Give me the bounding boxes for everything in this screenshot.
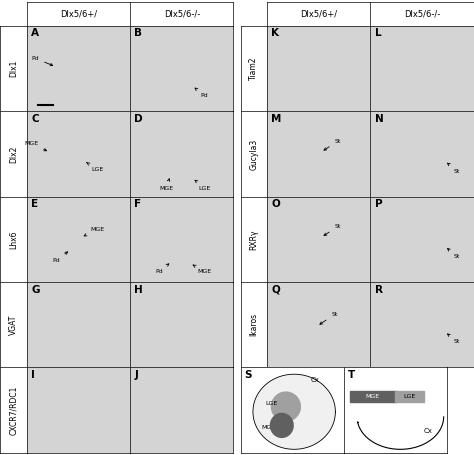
Text: Dlx2: Dlx2 (9, 145, 18, 162)
Text: LGE: LGE (265, 401, 278, 406)
Text: N: N (374, 114, 383, 124)
Polygon shape (395, 391, 424, 401)
Polygon shape (271, 414, 293, 437)
Text: Dlx1: Dlx1 (9, 60, 18, 77)
Text: VGAT: VGAT (9, 314, 18, 335)
Text: M: M (272, 114, 282, 124)
Polygon shape (253, 374, 336, 449)
Text: Dlx5/6+/: Dlx5/6+/ (301, 10, 337, 19)
Text: MGE: MGE (159, 179, 173, 191)
Text: Dlx5/6+/: Dlx5/6+/ (60, 10, 97, 19)
Text: I: I (31, 370, 35, 380)
Text: Pd: Pd (32, 56, 53, 66)
Text: St: St (447, 334, 460, 344)
Text: Pd: Pd (52, 252, 68, 263)
Text: MGE: MGE (193, 265, 212, 274)
Text: Pd: Pd (155, 264, 169, 274)
Text: Dlx5/6-/-: Dlx5/6-/- (404, 10, 440, 19)
Text: LGE: LGE (87, 162, 103, 172)
Text: MGE: MGE (84, 227, 104, 236)
Polygon shape (272, 392, 301, 421)
Text: E: E (31, 199, 38, 209)
Text: Pd: Pd (195, 88, 209, 98)
Text: RXRγ: RXRγ (249, 229, 258, 250)
Text: B: B (135, 29, 143, 39)
Text: S: S (245, 370, 252, 380)
Text: Tiam2: Tiam2 (249, 57, 258, 81)
Text: Gucyla3: Gucyla3 (249, 138, 258, 170)
Text: CXCR7/RDC1: CXCR7/RDC1 (9, 385, 18, 435)
Text: H: H (135, 284, 143, 294)
Text: A: A (31, 29, 39, 39)
Text: J: J (135, 370, 138, 380)
Text: LGE: LGE (403, 394, 416, 399)
Text: Ikaros: Ikaros (249, 313, 258, 336)
Text: P: P (374, 199, 382, 209)
Text: C: C (31, 114, 39, 124)
Text: O: O (272, 199, 280, 209)
Text: L: L (374, 29, 381, 39)
Text: T: T (348, 370, 355, 380)
Text: St: St (447, 163, 460, 173)
Text: Cx: Cx (424, 429, 433, 435)
Text: St: St (447, 248, 460, 259)
Text: G: G (31, 284, 40, 294)
Text: K: K (272, 29, 280, 39)
Text: Lhx6: Lhx6 (9, 230, 18, 248)
Text: Dlx5/6-/-: Dlx5/6-/- (164, 10, 200, 19)
Text: MGE: MGE (261, 425, 275, 430)
Text: St: St (324, 139, 341, 150)
Text: D: D (135, 114, 143, 124)
Text: St: St (320, 312, 337, 324)
Text: LGE: LGE (195, 180, 211, 191)
Text: St: St (324, 224, 341, 236)
Text: MGE: MGE (365, 394, 380, 399)
Text: F: F (135, 199, 142, 209)
Text: MGE: MGE (24, 141, 46, 151)
Polygon shape (350, 391, 397, 401)
Text: Q: Q (272, 284, 280, 294)
Text: Cx: Cx (310, 377, 319, 383)
Text: R: R (374, 284, 383, 294)
